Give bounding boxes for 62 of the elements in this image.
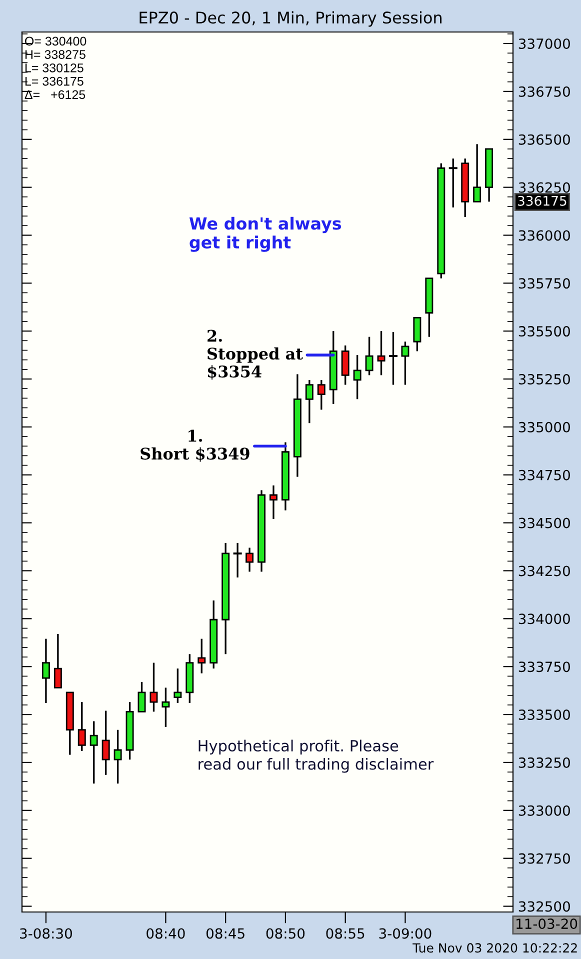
y-tick-label: 332750 <box>518 853 570 864</box>
candlestick <box>114 729 122 784</box>
annotation: L= 336175 <box>25 76 84 86</box>
y-tick-label: 335250 <box>518 374 570 384</box>
x-tick-label: 08:40 <box>146 928 185 939</box>
candlestick <box>90 720 98 784</box>
y-tick-label: 334000 <box>518 614 570 624</box>
y-tick-label: 333000 <box>518 805 570 816</box>
annotation: Hypothetical profit. Please read our full trading disclaimer <box>198 740 434 773</box>
x-tick-label: 08:45 <box>206 928 244 939</box>
y-tick-label: 336250 <box>518 182 570 193</box>
candlestick <box>162 686 170 728</box>
y-tick-label: 332500 <box>518 901 570 912</box>
y-tick-label: 337000 <box>518 38 570 49</box>
y-tick-label: 334750 <box>518 470 570 480</box>
candlestick <box>365 336 374 376</box>
candlestick <box>377 330 386 376</box>
x-tick-label: 3-09:00 <box>379 928 432 939</box>
x-tick-label: 08:55 <box>326 928 364 939</box>
candlestick <box>270 484 278 520</box>
y-tick-label: 333250 <box>518 757 570 768</box>
candlestick <box>341 344 350 386</box>
y-tick-label: 335500 <box>518 326 570 337</box>
candlestick <box>102 710 110 776</box>
candlestick <box>353 354 362 400</box>
y-tick-label: 333500 <box>518 709 570 720</box>
text: 336175 <box>518 196 566 206</box>
annotation: 2. Stopped at $3354 <box>208 330 303 380</box>
y-tick-label: 333750 <box>518 662 570 672</box>
candlestick <box>473 143 482 203</box>
annotation: We don't always get it right <box>189 216 342 252</box>
candlestick <box>42 638 50 704</box>
y-tick-label: 336000 <box>518 230 570 241</box>
candlestick <box>54 633 62 689</box>
annotation: O= 330400 <box>25 36 86 46</box>
text: Tue Nov 03 2020 10:22:22 <box>412 943 577 953</box>
candlestick <box>150 662 158 712</box>
x-tick-label: 08:50 <box>266 928 305 939</box>
annotation: H= 338275 <box>25 50 86 59</box>
candlestick <box>198 638 206 674</box>
candlestick <box>401 340 410 386</box>
candlestick <box>448 158 458 208</box>
chart-title: EPZ0 - Dec 20, 1 Min, Primary Session <box>140 11 442 27</box>
candlestick <box>174 668 182 704</box>
text: 11-03-20 <box>516 918 578 930</box>
candlestick <box>305 379 314 424</box>
y-tick-label: 334250 <box>518 566 570 576</box>
y-tick-label: 335000 <box>518 422 570 432</box>
candlestick <box>246 546 254 573</box>
y-tick-label: 335750 <box>518 278 570 289</box>
candlestick <box>388 331 398 386</box>
candlestick <box>78 701 86 752</box>
candlestick <box>317 379 326 411</box>
annotation: 1. Short $3349 <box>140 430 250 462</box>
y-tick-label: 334500 <box>518 518 570 528</box>
candlestick <box>413 316 422 352</box>
candlestick <box>138 681 146 712</box>
y-tick-label: 336500 <box>518 134 570 145</box>
y-tick-label: 336750 <box>518 86 570 97</box>
annotation: L= 330125 <box>25 63 84 72</box>
x-tick-label: 3-08:30 <box>20 928 72 939</box>
candlestick <box>233 542 242 578</box>
